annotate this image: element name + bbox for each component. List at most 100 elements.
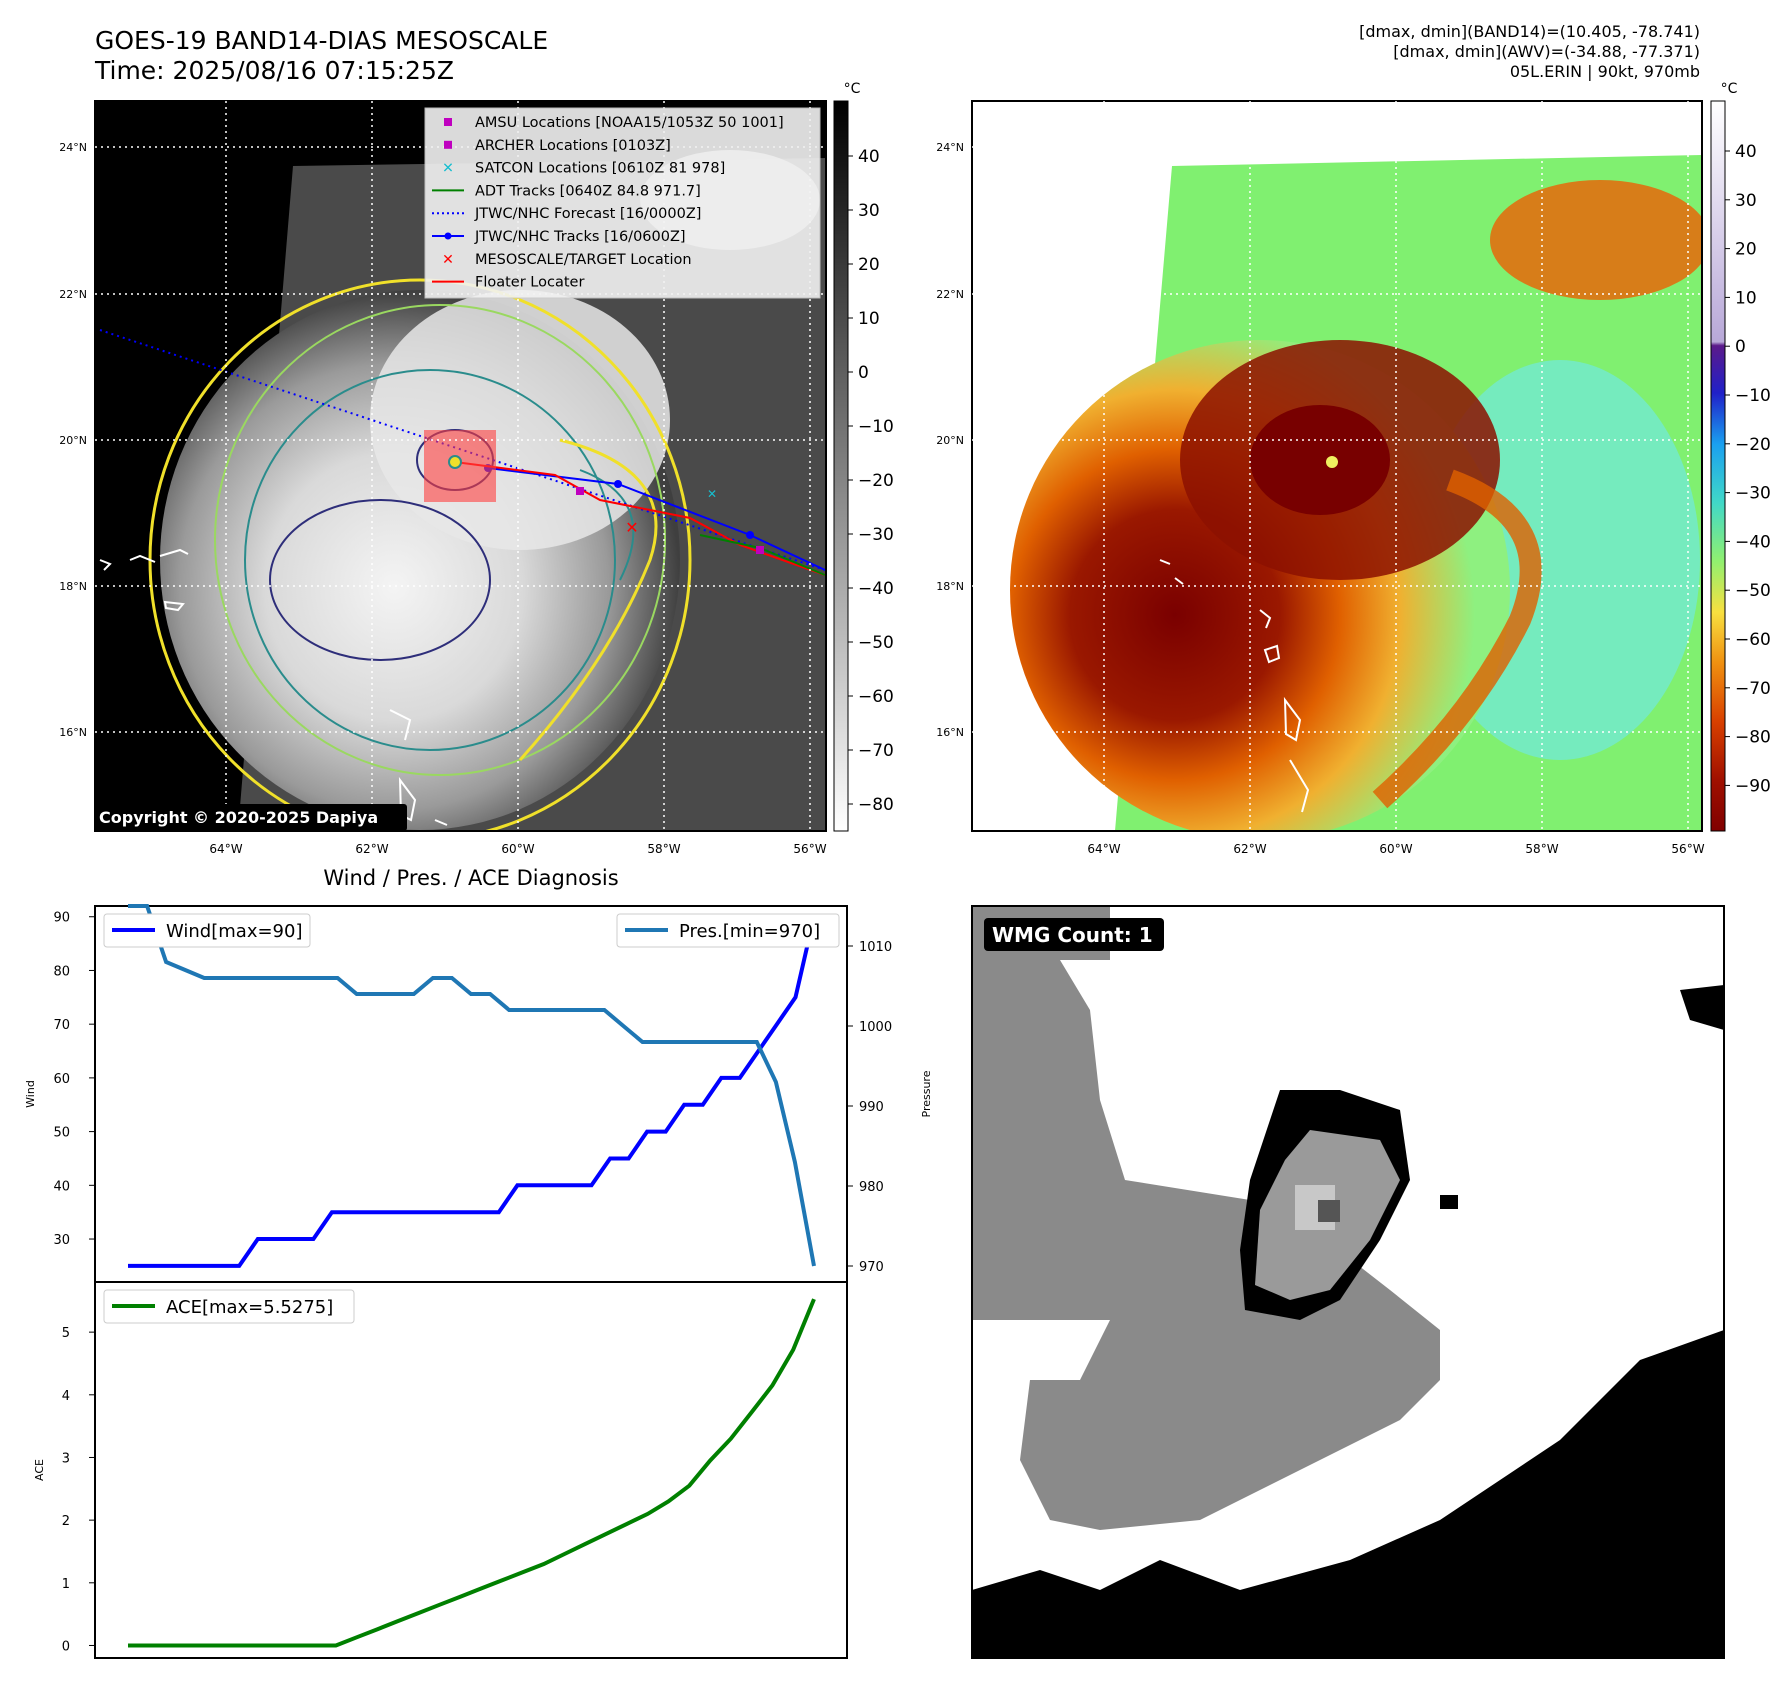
legend-label: Floater Locater <box>475 275 584 291</box>
colorbar-tick-label: −80 <box>858 795 894 815</box>
forecast-track <box>99 329 826 571</box>
map-lat-label: 24°N <box>59 141 87 154</box>
colorbar-color-ticks: 40 30 20 10 0 −10 −20 −30 −40 −50 −60 −70 −80 −90 <box>1725 142 1771 796</box>
colorbar-tick-label: −60 <box>858 687 894 707</box>
legend-label: ADT Tracks [0640Z 84.8 971.7] <box>475 183 701 199</box>
map-lat-label: 18°N <box>59 580 87 593</box>
y-tick-label: 80 <box>53 964 70 979</box>
ace-ylabel: ACE <box>33 1459 46 1481</box>
legend-label: JTWC/NHC Forecast [16/0000Z] <box>474 206 701 222</box>
colorbar-tick-label: −30 <box>858 525 894 545</box>
y-tick-label: 40 <box>53 1179 70 1194</box>
map-lat-label: 20°N <box>59 434 87 447</box>
y-tick-label: 0 <box>62 1639 70 1654</box>
map-lat-label: 16°N <box>59 726 87 739</box>
floater-track <box>454 461 826 576</box>
map-legend: AMSU Locations [NOAA15/1053Z 50 1001] ARC… <box>424 107 821 299</box>
map-frame <box>94 100 827 832</box>
map-lon-label: 60°W <box>501 842 534 856</box>
colorbar-tick-label: −20 <box>858 471 894 491</box>
awv-lon-labels: 64°W 62°W 60°W 58°W 56°W <box>1087 842 1704 856</box>
ace-line <box>128 1298 816 1648</box>
colorbar-tick-label: −70 <box>858 741 894 761</box>
pressure-line <box>128 904 816 1267</box>
map-lon-label: 62°W <box>355 842 388 856</box>
wmg-white-gap <box>972 1320 1110 1380</box>
colorbar-tick-label: −40 <box>858 579 894 599</box>
amsu-marker <box>756 546 764 554</box>
legend-label: ARCHER Locations [0103Z] <box>475 138 671 154</box>
contour-teal <box>244 369 616 751</box>
awv-lon-label: 58°W <box>1525 842 1558 856</box>
awv-lat-label: 18°N <box>936 580 964 593</box>
y-tick-label: 2 <box>62 1514 70 1529</box>
legend-label: SATCON Locations [0610Z 81 978] <box>475 161 725 177</box>
y2-tick-label: 990 <box>859 1100 884 1115</box>
awv-lon-label: 56°W <box>1671 842 1704 856</box>
wind-legend-box <box>103 913 311 948</box>
copyright-text: Copyright © 2020-2025 Dapiya <box>99 808 378 827</box>
colorbar-tick-label: −60 <box>1735 630 1771 650</box>
ace-ticks: 5 4 3 2 1 0 <box>62 1326 95 1654</box>
colorbar-tick-label: 0 <box>1735 337 1746 357</box>
wmg-black-patch <box>1680 985 1724 1030</box>
pres-legend: Pres.[min=970] <box>616 913 840 948</box>
stat-storm: 05L.ERIN | 90kt, 970mb <box>1509 62 1700 81</box>
y-tick-label: 3 <box>62 1451 70 1466</box>
diag-series <box>128 904 816 1648</box>
awv-ne-feature <box>1490 180 1702 300</box>
awv-lon-label: 64°W <box>1087 842 1120 856</box>
ace-legend: ACE[max=5.5275] <box>103 1289 355 1324</box>
wmg-label: WMG Count: 1 <box>992 923 1153 947</box>
y2-tick-label: 1010 <box>859 940 892 955</box>
y2-tick-label: 970 <box>859 1260 884 1275</box>
colorbar-tick-label: 40 <box>858 147 880 167</box>
colorbar-gray-unit: °C <box>844 81 861 97</box>
colorbar-gray-ticks: 40 30 20 10 0 −10 −20 −30 −40 −50 −60 −70 −80 <box>848 147 894 815</box>
title-line-1: GOES-19 BAND14-DIAS MESOSCALE <box>95 26 549 55</box>
wind-ylabel: Wind <box>24 1080 37 1108</box>
archer-marker <box>576 487 584 495</box>
coastline <box>99 548 448 826</box>
pres-legend-box <box>616 913 840 948</box>
awv-lon-label: 60°W <box>1379 842 1412 856</box>
awv-frame <box>971 100 1703 832</box>
legend-swatch: ✕ <box>442 252 454 268</box>
colorbar-tick-label: −10 <box>1735 386 1771 406</box>
colorbar-tick-label: −10 <box>858 417 894 437</box>
colorbar-tick-label: −80 <box>1735 728 1771 748</box>
colorbar-color-unit: °C <box>1721 81 1738 97</box>
colorbar-tick-label: −30 <box>1735 484 1771 504</box>
y-tick-label: 30 <box>53 1233 70 1248</box>
stats-block: [dmax, dmin](BAND14)=(10.405, -78.741) [… <box>1359 22 1700 82</box>
colorbar-gray <box>833 100 849 832</box>
legend-label: MESOSCALE/TARGET Location <box>475 252 692 268</box>
map-lon-label: 56°W <box>793 842 826 856</box>
awv-lat-label: 20°N <box>936 434 964 447</box>
satcon-marker: ✕ <box>707 487 717 501</box>
legend-label: AMSU Locations [NOAA15/1053Z 50 1001] <box>475 115 784 131</box>
wmg-black-dot <box>1440 1195 1458 1209</box>
legend-swatch <box>444 140 452 149</box>
map-lon-label: 58°W <box>647 842 680 856</box>
pressure-ticks: 1010 1000 990 980 970 <box>847 940 892 1275</box>
colorbar-tick-label: 0 <box>858 363 869 383</box>
awv-lat-label: 24°N <box>936 141 964 154</box>
map-lon-label: 64°W <box>209 842 242 856</box>
y-tick-label: 70 <box>53 1018 70 1033</box>
wind-ticks: 90 80 70 60 50 40 30 <box>53 911 95 1248</box>
wmg-black-region <box>972 1330 1724 1658</box>
y-tick-label: 4 <box>62 1389 70 1404</box>
awv-map-panel <box>972 101 1702 831</box>
contour-band-teal <box>579 469 635 581</box>
storm-cdo <box>370 290 670 550</box>
y-tick-label: 1 <box>62 1577 70 1592</box>
awv-eye <box>1326 456 1338 468</box>
best-track <box>487 467 826 571</box>
colorbar-tick-label: −50 <box>1735 581 1771 601</box>
wind-line <box>128 916 816 1268</box>
contour-band <box>518 438 658 762</box>
storm-eye-marker <box>448 455 462 469</box>
y2-tick-label: 980 <box>859 1180 884 1195</box>
legend-swatch <box>444 118 452 126</box>
